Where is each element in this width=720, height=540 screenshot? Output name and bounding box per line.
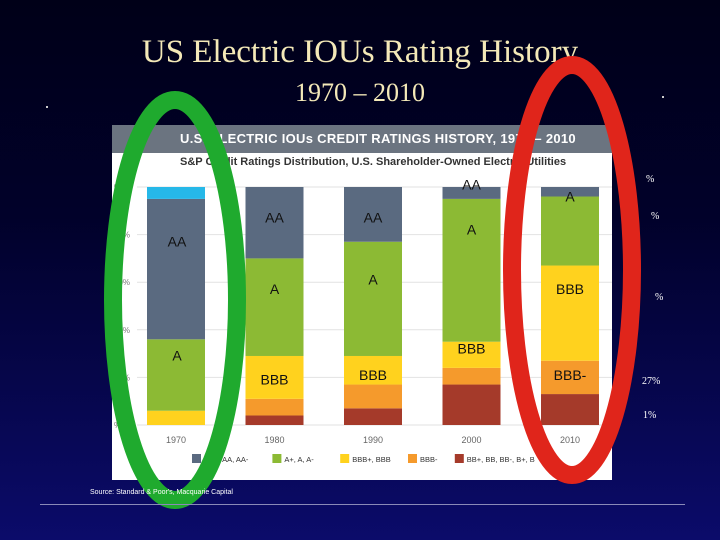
bar-segment [344,408,402,425]
chart-subheader: S&P Credit Ratings Distribution, U.S. Sh… [180,156,567,168]
bar-segment [147,187,205,199]
side-label: 27% [642,376,661,387]
bar-segment [344,355,402,385]
x-tick-label: 2010 [560,435,580,445]
bar-segment [541,394,599,425]
rating-annotation: BBB [260,372,288,388]
legend-label: BBB- [420,455,438,464]
bar-segment [344,187,402,242]
y-tick-label: 20% [114,373,130,382]
slide-title: US Electric IOUs Rating History [141,34,579,70]
bar-segment [245,398,304,416]
rating-annotation: A [368,272,378,288]
rating-annotation: AA [364,210,383,226]
rating-annotation: BBB [556,281,584,297]
bar-segment [147,198,205,340]
rating-annotation: AA [168,234,187,250]
bar-segment [344,384,402,409]
bar-segment [442,367,501,385]
legend-label: BB+, BB, BB-, B+, B [467,455,535,464]
bar-segment [245,258,304,356]
y-tick-label: 80% [114,231,130,240]
x-tick-label: 1970 [166,435,186,445]
bar-segment [245,415,304,425]
slide-subtitle: 1970 – 2010 [295,78,425,107]
side-label: % [651,211,660,222]
bar-segment [541,265,599,361]
rating-annotation: AA [265,210,284,226]
legend-swatch [408,454,417,463]
rating-annotation: BBB [457,341,485,357]
legend-label: BBB+, BBB [352,455,391,464]
rating-annotation: A [270,281,280,297]
x-tick-label: 1980 [264,435,284,445]
bar-segment [442,341,501,368]
footer-divider [40,504,685,505]
rating-annotation: A [172,348,182,364]
source-note: Source: Standard & Poor's, Macquarie Cap… [90,489,233,496]
decorative-dot [46,106,48,108]
bar-segment [541,196,599,266]
legend-swatch [340,454,350,463]
bar-segment [245,187,304,259]
bar-segment [442,187,501,199]
x-tick-label: 2000 [461,435,481,445]
bar-segment [245,355,304,399]
legend-swatch [272,454,282,463]
y-tick-label: % [114,183,121,192]
legend-swatch [454,454,464,463]
rating-annotation: A [565,188,575,204]
chart-panel: U.S. ELECTRIC IOUs CREDIT RATINGS HISTOR… [112,125,612,480]
bar-segment [344,241,402,356]
legend-label: AA+, AA, AA- [204,455,249,464]
side-label: % [655,292,664,303]
legend-label: A+, A, A- [284,455,314,464]
legend-swatch [192,454,201,463]
bar-segment [442,384,501,425]
bar-segment [147,410,205,425]
side-label: % [646,174,655,185]
y-tick-label: 60% [114,278,130,287]
y-tick-label: 40% [114,326,130,335]
y-tick-label: % [114,421,121,430]
rating-annotation: BBB [359,367,387,383]
rating-annotation: A [467,222,477,238]
side-label: 1% [643,410,657,421]
x-tick-label: 1990 [363,435,383,445]
rating-annotation: BBB- [554,367,587,383]
bar-segment [442,198,501,342]
decorative-dot [662,96,664,98]
rating-annotation: AA [462,176,481,192]
